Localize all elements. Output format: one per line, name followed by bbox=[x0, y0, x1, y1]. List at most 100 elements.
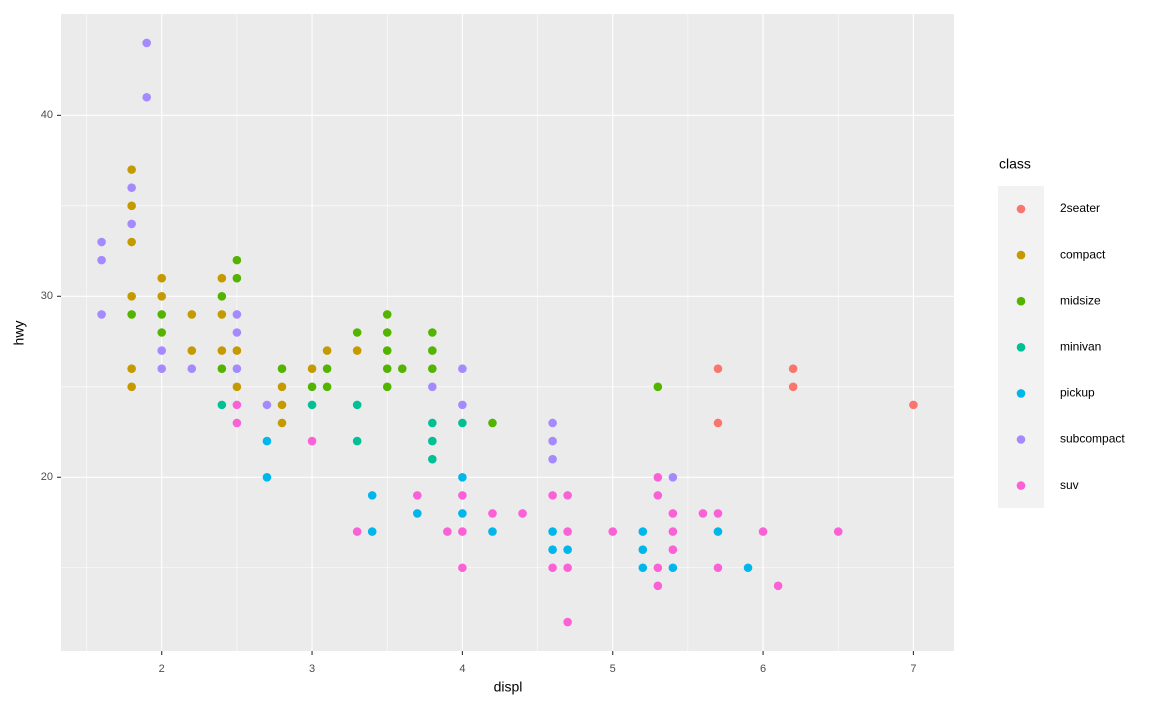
point bbox=[322, 346, 332, 355]
point bbox=[488, 527, 497, 536]
point bbox=[458, 400, 467, 410]
point bbox=[488, 418, 497, 428]
point bbox=[773, 581, 783, 591]
legend-label: suv bbox=[1060, 478, 1079, 492]
point bbox=[458, 364, 467, 373]
x-axis-title: displ bbox=[494, 679, 523, 695]
point bbox=[232, 328, 242, 337]
point bbox=[788, 382, 798, 392]
y-axis-title: hwy bbox=[11, 321, 27, 346]
grid bbox=[61, 14, 954, 651]
point bbox=[232, 364, 242, 373]
point bbox=[127, 292, 136, 301]
point bbox=[217, 273, 227, 283]
point bbox=[127, 364, 136, 373]
panel bbox=[61, 14, 954, 651]
point bbox=[217, 364, 227, 373]
point bbox=[322, 382, 332, 392]
point bbox=[563, 617, 572, 627]
point bbox=[668, 563, 678, 573]
point bbox=[307, 364, 317, 373]
point bbox=[127, 201, 136, 211]
point bbox=[367, 527, 377, 536]
point bbox=[157, 328, 167, 337]
legend-key bbox=[1016, 389, 1026, 398]
point bbox=[909, 400, 918, 410]
point bbox=[307, 400, 317, 410]
legend-label: minivan bbox=[1060, 339, 1101, 353]
point bbox=[127, 165, 136, 174]
point bbox=[127, 183, 136, 193]
point bbox=[307, 382, 317, 392]
point bbox=[277, 400, 287, 410]
point bbox=[548, 454, 557, 464]
point bbox=[668, 472, 678, 482]
point bbox=[713, 364, 723, 373]
point bbox=[232, 400, 242, 410]
point bbox=[382, 382, 392, 392]
axes: 2 3 4 5 6 7 20 30 40 bbox=[41, 109, 917, 675]
point bbox=[97, 255, 106, 265]
point bbox=[307, 436, 317, 446]
point bbox=[458, 418, 467, 428]
point bbox=[563, 491, 572, 500]
point bbox=[127, 219, 136, 229]
point bbox=[382, 364, 392, 373]
point bbox=[563, 563, 572, 573]
point bbox=[428, 346, 437, 355]
point bbox=[458, 472, 467, 482]
point bbox=[548, 545, 557, 554]
point bbox=[713, 527, 723, 536]
point bbox=[262, 436, 272, 446]
point bbox=[277, 382, 287, 392]
point bbox=[833, 527, 843, 536]
point bbox=[428, 418, 437, 428]
point bbox=[157, 364, 167, 373]
x-tick-label: 2 bbox=[159, 663, 165, 675]
y-tick-label: 30 bbox=[41, 290, 53, 302]
point bbox=[232, 418, 242, 428]
point bbox=[428, 364, 437, 373]
point bbox=[217, 346, 227, 355]
point bbox=[788, 364, 798, 373]
point bbox=[653, 472, 663, 482]
x-tick-label: 5 bbox=[610, 663, 616, 675]
x-tick-label: 7 bbox=[910, 663, 916, 675]
point bbox=[187, 364, 197, 373]
point bbox=[217, 310, 227, 319]
legend: 2seater compact midsize minivan pickup subcom… bbox=[1016, 201, 1125, 492]
point bbox=[232, 255, 242, 265]
point bbox=[638, 545, 648, 554]
point bbox=[653, 563, 663, 573]
point bbox=[653, 581, 663, 591]
point bbox=[217, 400, 227, 410]
points bbox=[97, 38, 918, 627]
point bbox=[653, 491, 663, 500]
point bbox=[232, 382, 242, 392]
point bbox=[232, 273, 242, 283]
legend-key bbox=[1016, 204, 1026, 214]
point bbox=[352, 400, 362, 410]
point bbox=[713, 418, 723, 428]
point bbox=[668, 509, 678, 518]
x-tick-label: 6 bbox=[760, 663, 766, 675]
point bbox=[97, 310, 106, 319]
point bbox=[638, 563, 648, 573]
point bbox=[277, 418, 287, 428]
point bbox=[428, 436, 437, 446]
point bbox=[262, 472, 272, 482]
point bbox=[412, 509, 422, 518]
point bbox=[157, 292, 167, 301]
point bbox=[518, 509, 527, 518]
point bbox=[127, 237, 136, 247]
point bbox=[668, 527, 678, 536]
point bbox=[157, 346, 167, 355]
point bbox=[97, 237, 106, 247]
point bbox=[127, 310, 136, 319]
legend-title: class bbox=[999, 156, 1031, 172]
legend-label: subcompact bbox=[1060, 432, 1125, 446]
point bbox=[698, 509, 708, 518]
point bbox=[157, 310, 167, 319]
point bbox=[412, 491, 422, 500]
